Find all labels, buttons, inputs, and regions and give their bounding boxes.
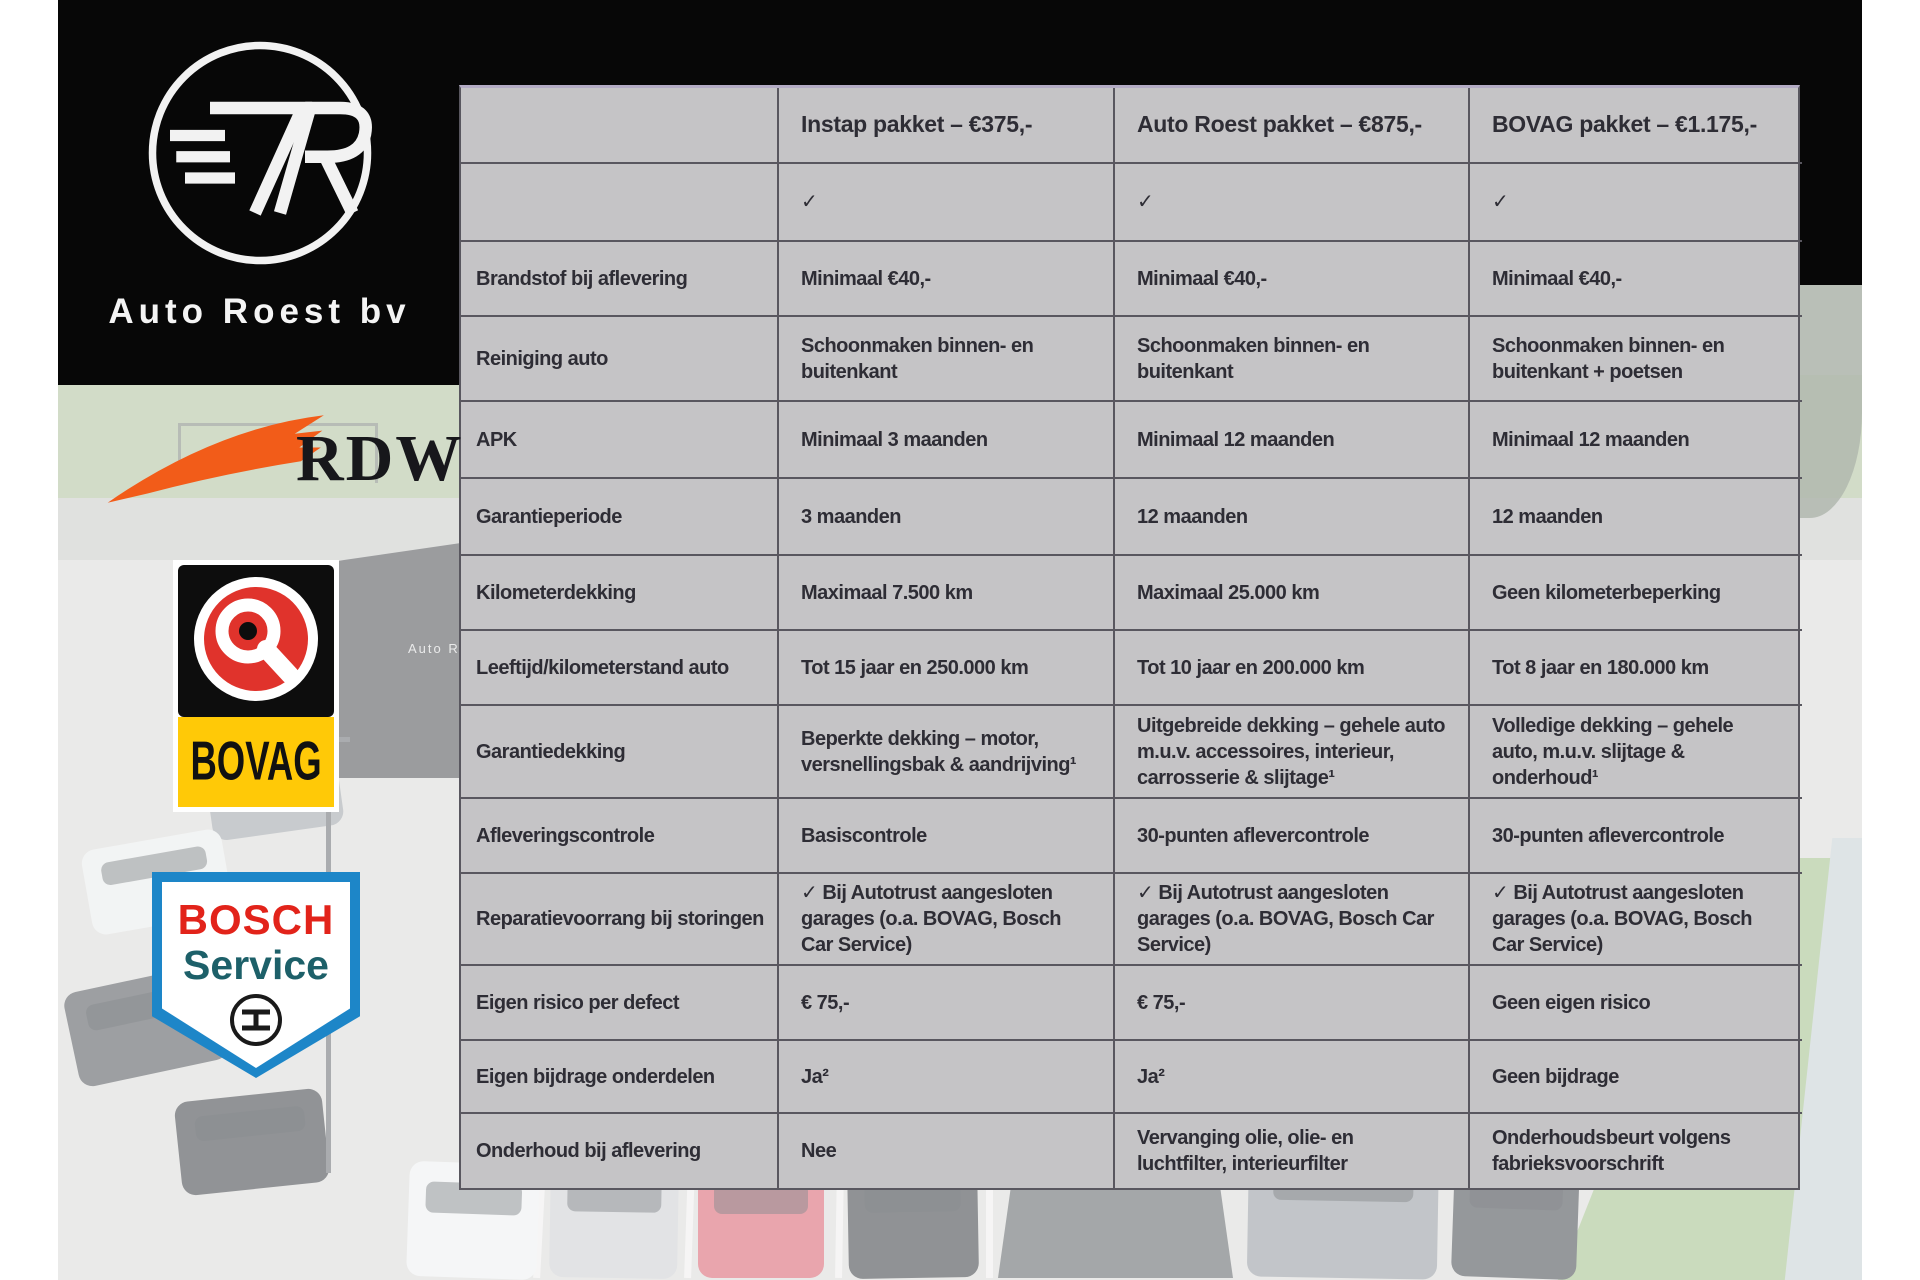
bovag-logo-text: BOVAG <box>178 717 334 807</box>
table-cell: ✓ <box>779 164 1115 242</box>
table-cell: 12 maanden <box>1115 479 1470 556</box>
auto-roest-logo-icon <box>148 41 372 265</box>
bosch-armature-icon <box>230 994 282 1046</box>
table-cell: € 75,- <box>779 966 1115 1041</box>
table-cell: Minimaal €40,- <box>779 242 1115 317</box>
table-cell: Uitgebreide dekking – gehele auto m.u.v.… <box>1115 706 1470 799</box>
table-cell: ✓ Bij Autotrust aangesloten garages (o.a… <box>1115 874 1470 966</box>
rdw-logo: RDW <box>100 404 463 514</box>
bovag-logo: BOVAG <box>173 560 339 812</box>
row-label: Afleveringscontrole <box>461 799 779 874</box>
table-cell: Schoonmaken binnen- en buitenkant <box>779 317 1115 402</box>
brand-name: Auto Roest bv <box>108 292 411 331</box>
row-label: Eigen risico per defect <box>461 966 779 1041</box>
table-cell: Minimaal 12 maanden <box>1470 402 1802 479</box>
table-cell: Schoonmaken binnen- en buitenkant + poet… <box>1470 317 1802 402</box>
table-cell: ✓ <box>1470 164 1802 242</box>
row-label: Garantiedekking <box>461 706 779 799</box>
row-label: Eigen bijdrage onderdelen <box>461 1041 779 1114</box>
table-cell: Tot 10 jaar en 200.000 km <box>1115 631 1470 706</box>
row-label: Brandstof bij aflevering <box>461 242 779 317</box>
table-cell: Geen bijdrage <box>1470 1041 1802 1114</box>
bovag-magnifier-icon <box>178 565 334 717</box>
service-logo-text: Service <box>183 942 329 988</box>
column-header: Instap pakket – €375,- <box>779 88 1115 164</box>
table-cell: Volledige dekking – gehele auto, m.u.v. … <box>1470 706 1802 799</box>
table-cell: Basiscontrole <box>779 799 1115 874</box>
row-label <box>461 164 779 242</box>
table-cell: ✓ <box>1115 164 1470 242</box>
table-cell: Minimaal €40,- <box>1115 242 1470 317</box>
table-cell: Tot 15 jaar en 250.000 km <box>779 631 1115 706</box>
column-header: Auto Roest pakket – €875,- <box>1115 88 1470 164</box>
row-label: Garantieperiode <box>461 479 779 556</box>
table-cell: Geen kilometerbeperking <box>1470 556 1802 631</box>
table-cell: Nee <box>779 1114 1115 1188</box>
table-cell: Schoonmaken binnen- en buitenkant <box>1115 317 1470 402</box>
table-cell: Beperkte dekking – motor, versnellingsba… <box>779 706 1115 799</box>
pakket-table: Instap pakket – €375,- Auto Roest pakket … <box>459 85 1802 1190</box>
rdw-logo-text: RDW <box>296 422 464 495</box>
corner-cell <box>461 88 779 164</box>
table-cell: Maximaal 25.000 km <box>1115 556 1470 631</box>
table-cell: 30-punten aflevercontrole <box>1115 799 1470 874</box>
table-cell: Minimaal €40,- <box>1470 242 1802 317</box>
row-label: Reparatievoorrang bij storingen <box>461 874 779 966</box>
rdw-wing-icon <box>107 415 324 503</box>
parking-line <box>986 1168 993 1278</box>
table-cell: Ja² <box>779 1041 1115 1114</box>
table-cell: ✓ Bij Autotrust aangesloten garages (o.a… <box>1470 874 1802 966</box>
table-cell: € 75,- <box>1115 966 1470 1041</box>
column-header: BOVAG pakket – €1.175,- <box>1470 88 1802 164</box>
table-cell: 30-punten aflevercontrole <box>1470 799 1802 874</box>
table-cell: Minimaal 12 maanden <box>1115 402 1470 479</box>
table-cell: Minimaal 3 maanden <box>779 402 1115 479</box>
table-cell: 12 maanden <box>1470 479 1802 556</box>
table-cell: Ja² <box>1115 1041 1470 1114</box>
table-cell: 3 maanden <box>779 479 1115 556</box>
table-cell: Onderhoudsbeurt volgens fabrieksvoorschr… <box>1492 1127 1731 1175</box>
row-label: Kilometerdekking <box>461 556 779 631</box>
row-label: APK <box>461 402 779 479</box>
auto-roest-logo-box: Auto Roest bv <box>58 0 461 385</box>
table-cell: Maximaal 7.500 km <box>779 556 1115 631</box>
bosch-logo-text: BOSCH <box>177 896 335 943</box>
table-cell: Vervanging olie, olie- en luchtfilter, i… <box>1115 1114 1470 1188</box>
table-cell: ✓ Bij Autotrust aangesloten garages (o.a… <box>779 874 1115 966</box>
table-cell: Geen eigen risico <box>1470 966 1802 1041</box>
row-label: Leeftijd/kilometerstand auto <box>461 631 779 706</box>
row-label: Reiniging auto <box>461 317 779 402</box>
row-label: Onderhoud bij aflevering <box>461 1114 779 1188</box>
table-cell: Tot 8 jaar en 180.000 km <box>1470 631 1802 706</box>
